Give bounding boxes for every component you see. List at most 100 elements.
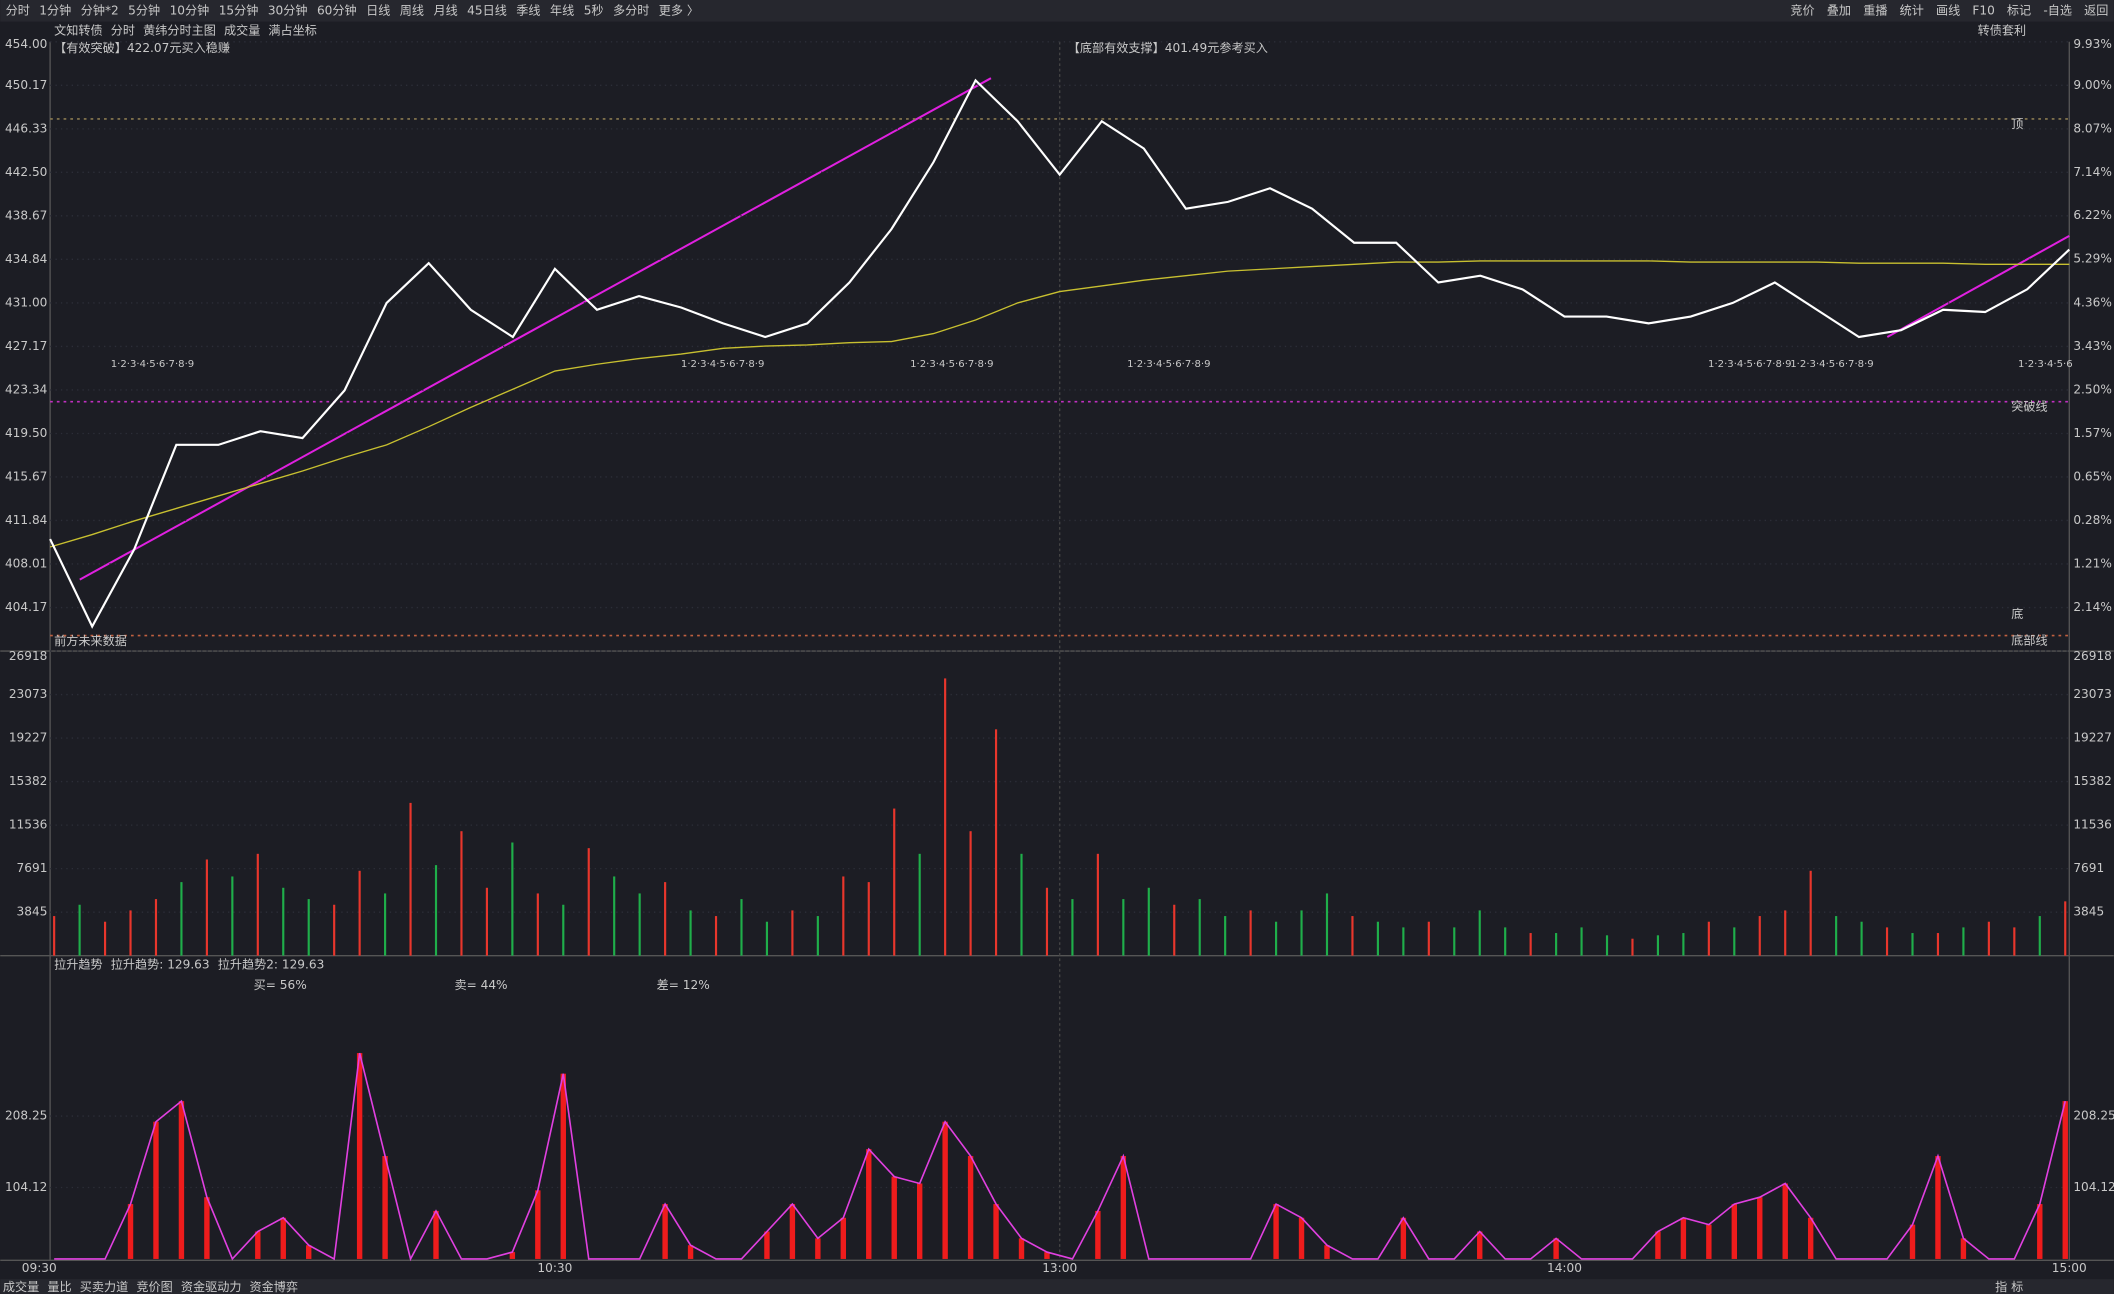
toolbar-tab[interactable]: 分时 xyxy=(6,3,30,17)
toolbar-tab[interactable]: 年线 xyxy=(550,3,574,17)
bar xyxy=(893,808,896,956)
y2-tick-label: 208.25 xyxy=(2073,1109,2114,1123)
y2-tick-label: 5.29% xyxy=(2073,252,2112,266)
bar xyxy=(434,865,438,956)
toolbar-tab[interactable]: 10分钟 xyxy=(170,2,210,17)
bar xyxy=(255,1231,261,1259)
bar xyxy=(1273,1204,1279,1259)
toolbar-button[interactable]: 标记 xyxy=(2007,3,2031,17)
bar xyxy=(789,1204,796,1259)
y-tick-label: 423.34 xyxy=(5,382,48,396)
bar xyxy=(1580,927,1583,956)
toolbar-tab[interactable]: 更多 〉 xyxy=(659,3,699,17)
trend-line xyxy=(54,1052,2067,1262)
bar xyxy=(1529,933,1532,956)
toolbar-tab[interactable]: 周线 xyxy=(400,3,424,17)
y-tick-label: 450.17 xyxy=(5,78,47,92)
toolbar-tab[interactable]: 多分时 xyxy=(613,3,649,17)
bar xyxy=(2062,1101,2068,1259)
toolbar-tab[interactable]: 30分钟 xyxy=(268,2,308,17)
info-item[interactable]: 黄纬分时主图 xyxy=(143,24,216,38)
bar xyxy=(306,1245,312,1259)
x-tick-label: 13:00 xyxy=(1042,1261,1077,1275)
toolbar-tab[interactable]: 日线 xyxy=(366,3,390,17)
bar xyxy=(153,1121,159,1259)
y-tick-label: 408.01 xyxy=(5,556,47,570)
toolbar-button[interactable]: 竞价 xyxy=(1790,3,1814,17)
bar xyxy=(1477,1231,1483,1259)
toolbar-button[interactable]: F10 xyxy=(1972,3,1994,17)
bar xyxy=(127,1204,134,1259)
toolbar-button[interactable]: -自选 xyxy=(2043,3,2072,17)
bar xyxy=(791,910,794,956)
bar xyxy=(993,1204,999,1259)
y2-tick-label: 26918 xyxy=(2073,649,2112,663)
toolbar-tab[interactable]: 1分钟 xyxy=(39,2,71,17)
toolbar-button[interactable]: 叠加 xyxy=(1827,3,1851,17)
readout: 拉升趋势2: 129.63 xyxy=(218,957,325,972)
bottom-tab[interactable]: 量比 xyxy=(47,1280,71,1294)
y2-tick-label: 9.93% xyxy=(2073,37,2112,51)
toolbar-tab[interactable]: 季线 xyxy=(516,3,540,17)
level-label: 顶 xyxy=(2011,117,2023,131)
bar xyxy=(1096,853,1099,956)
level-label: 底部线 xyxy=(2011,632,2047,647)
toolbar-tab[interactable]: 5分钟 xyxy=(128,2,160,17)
bar xyxy=(687,1245,694,1259)
toolbar-tab[interactable]: 15分钟 xyxy=(219,2,259,17)
info-right[interactable]: 转债套利 xyxy=(1978,23,2027,38)
bar xyxy=(916,1183,923,1259)
info-item[interactable]: 分时 xyxy=(111,24,135,38)
toolbar-button[interactable]: 画线 xyxy=(1936,3,1960,17)
bar xyxy=(562,904,565,956)
bottom-tab[interactable]: 买卖力道 xyxy=(80,1280,129,1294)
bar xyxy=(1044,1252,1050,1259)
bottom-tab[interactable]: 资金驱动力 xyxy=(181,1279,242,1294)
bar xyxy=(382,1156,388,1259)
bar xyxy=(764,1231,770,1259)
bar xyxy=(967,1156,974,1259)
y2-tick-label: 7691 xyxy=(2073,861,2104,875)
bar xyxy=(78,904,81,956)
bar xyxy=(53,916,56,956)
toolbar-tab[interactable]: 60分钟 xyxy=(317,2,357,17)
bar xyxy=(942,1121,948,1259)
y2-tick-label: 19227 xyxy=(2073,731,2112,745)
bar xyxy=(1962,927,1965,956)
toolbar-tab[interactable]: 5秒 xyxy=(584,3,604,17)
toolbar-button[interactable]: 返回 xyxy=(2084,3,2108,17)
bar xyxy=(1324,1245,1330,1259)
bar xyxy=(1173,904,1176,956)
y-tick-label: 442.50 xyxy=(5,165,47,179)
bar xyxy=(842,876,845,956)
y-tick-label: 415.67 xyxy=(5,469,47,483)
toolbar-button[interactable]: 重播 xyxy=(1863,3,1887,17)
y2-tick-label: 0.28% xyxy=(2073,513,2112,527)
bottom-tab[interactable]: 资金博弈 xyxy=(250,1279,299,1294)
toolbar-tab[interactable]: 45日线 xyxy=(467,3,507,17)
bar xyxy=(1120,1156,1127,1259)
annotation: 底 xyxy=(2011,606,2023,621)
y2-tick-label: 11536 xyxy=(2073,818,2112,832)
y2-tick-label: 0.65% xyxy=(2073,469,2112,483)
sequence-mark: 1·2·3·4·5·6·7·8·9 xyxy=(681,359,764,370)
bar xyxy=(1553,1238,1559,1259)
bar xyxy=(1298,1217,1305,1259)
bar xyxy=(638,893,641,956)
sequence-mark: 1·2·3·4·5·6 xyxy=(2018,359,2073,370)
sequence-mark: 1·2·3·4·5·6·7·8·9 xyxy=(1708,359,1791,370)
bar xyxy=(689,910,692,956)
bar xyxy=(1731,1204,1737,1259)
toolbar-button[interactable]: 统计 xyxy=(1900,3,1924,17)
info-item[interactable]: 满占坐标 xyxy=(268,23,317,38)
toolbar-tab[interactable]: 月线 xyxy=(433,3,457,17)
toolbar-tab[interactable]: 分钟*2 xyxy=(81,2,119,17)
info-item[interactable]: 成交量 xyxy=(224,23,260,38)
y2-tick-label: 9.00% xyxy=(2073,78,2112,92)
toolbar-bg xyxy=(0,0,2114,22)
bottom-tab[interactable]: 竞价图 xyxy=(136,1280,172,1294)
bottom-right[interactable]: 指 标 xyxy=(1995,1279,2023,1294)
bottom-tab[interactable]: 成交量 xyxy=(3,1279,39,1294)
y2-tick-label: 7.14% xyxy=(2073,165,2112,179)
sequence-mark: 1·2·3·4·5·6·7·8·9 xyxy=(1127,359,1210,370)
